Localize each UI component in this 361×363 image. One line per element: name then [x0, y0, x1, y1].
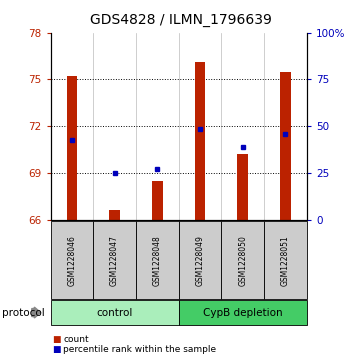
Bar [280, 72, 291, 220]
Text: ■: ■ [52, 335, 61, 343]
Text: CypB depletion: CypB depletion [203, 307, 283, 318]
Bar [152, 181, 163, 220]
Text: GSM1228047: GSM1228047 [110, 235, 119, 286]
Text: GDS4828 / ILMN_1796639: GDS4828 / ILMN_1796639 [90, 13, 271, 27]
Bar [195, 62, 205, 220]
Text: GSM1228051: GSM1228051 [281, 235, 290, 286]
Text: control: control [96, 307, 133, 318]
Text: count: count [63, 335, 89, 343]
Bar [66, 76, 77, 220]
Text: protocol: protocol [2, 307, 44, 318]
Text: ■: ■ [52, 345, 61, 354]
Text: GSM1228050: GSM1228050 [238, 235, 247, 286]
Text: GSM1228046: GSM1228046 [68, 235, 77, 286]
Bar [109, 210, 120, 220]
Text: GSM1228049: GSM1228049 [196, 235, 205, 286]
Bar [238, 154, 248, 220]
Text: GSM1228048: GSM1228048 [153, 235, 162, 286]
Text: percentile rank within the sample: percentile rank within the sample [63, 345, 216, 354]
